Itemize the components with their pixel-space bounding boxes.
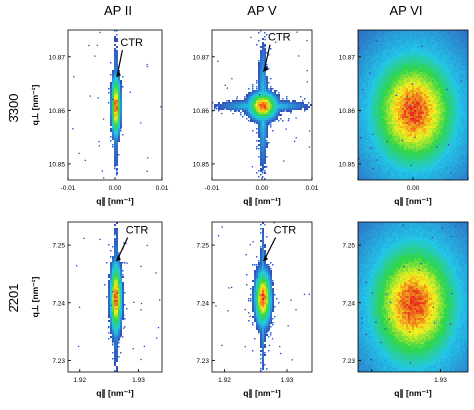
x-axis-label: q∥ [nm⁻¹] [96,388,134,399]
x-axis-label: q∥ [nm⁻¹] [243,388,281,399]
x-axis-label: q∥ [nm⁻¹] [394,388,432,399]
y-tick-label: 7.23 [52,358,65,365]
x-tick-label: 0.01 [156,185,169,192]
y-tick-label: 7.25 [342,243,355,250]
y-tick-label: 10.86 [193,108,210,115]
x-tick-label: 1.93 [434,377,447,384]
x-axis-label: q∥ [nm⁻¹] [243,196,281,207]
y-tick-label: 7.24 [52,300,65,307]
y-tick-label: 10.87 [339,54,356,61]
panel-2: 10.85 10.86 10.87 0.00 q∥ [nm⁻¹] [339,29,469,207]
plot-frame-5 [357,221,469,373]
panels: 10.85 10.86 10.87 -0.01 0.00 0.01 q∥ [nm⁻¹] q⊥ … [30,29,469,399]
annotation-arrow [263,237,277,261]
panel-3: 7.23 7.24 7.25 1.92 1.93 q∥ [nm⁻¹] q⊥ [nm⁻¹] CT… [30,221,163,399]
heatmap-3 [75,222,161,372]
x-tick-label: 0.00 [109,185,122,192]
panel-4: 7.23 7.24 7.25 1.92 1.93q∥ [nm⁻¹] CTR [196,221,313,399]
svg-text:2̄201: 2̄201 [6,284,21,313]
y-tick-label: 10.86 [49,108,66,115]
annotation-ctr: CTR [268,32,291,44]
y-tick-label: 10.86 [339,108,356,115]
annotation-ctr: CTR [274,225,297,237]
panel-0: 10.85 10.86 10.87 -0.01 0.00 0.01 q∥ [nm⁻¹] q⊥ … [30,29,169,207]
heatmap-0 [72,30,162,179]
svg-text:3̄300: 3̄300 [6,94,21,123]
x-tick-label: 0.00 [256,185,269,192]
x-axis-label: q∥ [nm⁻¹] [394,196,432,207]
y-tick-label: 7.23 [342,358,355,365]
annotation-ctr: CTR [126,225,149,237]
y-tick-label: 7.23 [196,358,209,365]
x-axis-label: q∥ [nm⁻¹] [96,196,134,207]
heatmap-2 [358,30,468,180]
column-title-ap-ii: AP II [104,3,132,18]
plot-frame-4 [211,221,313,373]
y-tick-label: 10.85 [49,161,66,168]
y-axis-label: q⊥ [nm⁻¹] [30,84,40,125]
y-tick-label: 10.85 [193,161,210,168]
y-tick-label: 7.25 [52,243,65,250]
row-label-2201: 2̄201 [6,284,21,313]
x-tick-label: 0.01 [306,185,319,192]
heatmap-4 [215,222,310,372]
heatmap-5 [358,222,468,372]
x-tick-label: 1.92 [73,377,86,384]
column-title-ap-v: AP V [247,3,277,18]
row-label-3300: 3̄300 [6,94,21,123]
column-title-ap-vi: AP VI [389,3,422,18]
y-tick-label: 7.24 [196,300,209,307]
x-tick-label: 1.93 [281,377,294,384]
plot-frame-3 [67,221,163,373]
y-tick-label: 7.24 [342,300,355,307]
y-tick-label: 10.87 [49,54,66,61]
y-tick-label: 10.87 [193,54,210,61]
panel-1: 10.85 10.86 10.87 -0.01 0.00 0.01 q∥ [nm⁻¹] CTR [193,29,319,207]
panel-5: 7.23 7.24 7.25 1.93q∥ [nm⁻¹] [342,221,469,399]
annotation-ctr: CTR [120,37,143,49]
x-tick-label: 0.00 [407,185,420,192]
x-tick-label: -0.01 [205,185,220,192]
x-tick-label: 1.93 [132,377,145,384]
x-tick-label: 1.92 [218,377,231,384]
y-axis-label: q⊥ [nm⁻¹] [30,276,40,317]
y-tick-label: 7.25 [196,243,209,250]
x-tick-label: -0.01 [61,185,76,192]
y-tick-label: 10.85 [339,161,356,168]
heatmap-1 [212,30,312,180]
